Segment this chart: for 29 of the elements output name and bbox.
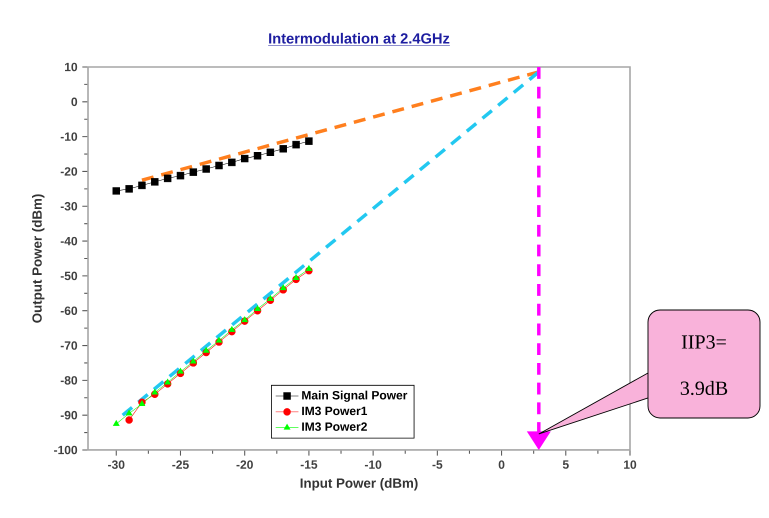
- y-tick-label: -80: [60, 376, 78, 385]
- y-tick-label: -60: [60, 306, 78, 315]
- text: IIP3=: [682, 335, 726, 349]
- x-tick-label: -20: [236, 460, 253, 469]
- y-tick-label: -90: [60, 410, 78, 420]
- x-tick-label: -10: [364, 460, 382, 469]
- y-tick-label: -20: [60, 167, 78, 176]
- text: 3.9dB: [680, 380, 728, 396]
- chart-title: Intermodulation at 2.4GHz: [269, 32, 450, 44]
- y-tick-label: -50: [60, 272, 78, 280]
- x-tick-label: -30: [108, 460, 124, 469]
- x-tick-label: 10: [624, 460, 636, 469]
- x-tick-label: -25: [172, 460, 189, 469]
- y-tick-label: -70: [60, 341, 78, 350]
- x-tick-label: 5: [562, 460, 569, 469]
- legend-label: Main Signal Power: [302, 390, 408, 402]
- y-tick-label: -30: [60, 202, 78, 211]
- x-tick-label: 0: [498, 460, 504, 469]
- y-tick-label: -10: [60, 132, 78, 141]
- x-tick-label: -15: [300, 460, 318, 469]
- legend-label: IM3 Power2: [302, 422, 367, 431]
- y-tick-label: -40: [60, 236, 78, 246]
- y-axis-title: Output Power (dBm): [32, 194, 44, 323]
- y-tick-label: 0: [71, 98, 78, 106]
- y-tick-label: -100: [54, 446, 78, 454]
- x-axis-title: Input Power (dBm): [300, 478, 418, 490]
- legend-label: IM3 Power1: [302, 406, 368, 416]
- x-tick-label: -5: [432, 460, 442, 469]
- y-tick-label: 10: [65, 62, 78, 72]
